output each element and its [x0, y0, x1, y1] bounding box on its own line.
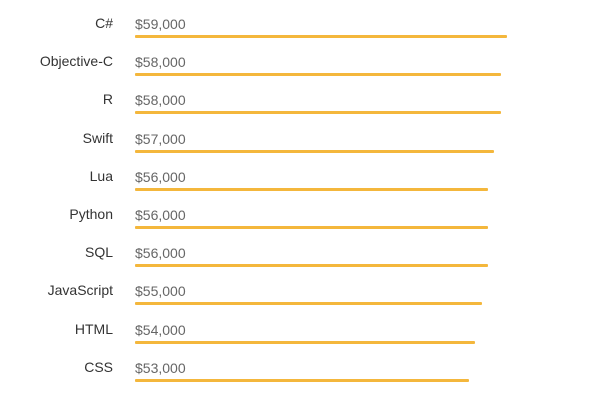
- bar-row: Lua $56,000: [0, 161, 596, 199]
- category-label: CSS: [84, 358, 113, 375]
- category-label: JavaScript: [47, 282, 113, 299]
- category-label: Lua: [89, 167, 113, 184]
- bar: [135, 73, 501, 77]
- value-label: $59,000: [135, 16, 186, 32]
- category-label: R: [102, 91, 113, 108]
- bar: [135, 187, 489, 191]
- bar-row: HTML $54,000: [0, 314, 596, 352]
- bar: [135, 149, 495, 153]
- category-label: HTML: [74, 320, 113, 337]
- bar: [135, 302, 482, 306]
- bar: [135, 111, 501, 115]
- bar-row: SQL $56,000: [0, 237, 596, 275]
- bar: [135, 340, 476, 344]
- value-label: $54,000: [135, 321, 186, 338]
- bar-row: C# $59,000: [0, 8, 596, 46]
- bar-row: Swift $57,000: [0, 123, 596, 161]
- value-label: $58,000: [135, 92, 186, 109]
- value-label: $58,000: [135, 54, 186, 71]
- category-label: C#: [95, 15, 113, 31]
- value-label: $56,000: [135, 245, 186, 262]
- bar: [135, 264, 489, 268]
- bar: [135, 35, 507, 38]
- value-label: $56,000: [135, 168, 186, 185]
- category-label: Python: [69, 206, 113, 222]
- bar: [135, 226, 489, 229]
- value-label: $55,000: [135, 283, 186, 300]
- bar-row: JavaScript $55,000: [0, 275, 596, 313]
- category-label: Objective-C: [39, 53, 113, 70]
- value-label: $53,000: [135, 359, 186, 376]
- bar-row: Python $56,000: [0, 199, 596, 237]
- value-label: $57,000: [135, 130, 186, 147]
- bar-row: CSS $53,000: [0, 352, 596, 390]
- category-label: Swift: [82, 129, 113, 146]
- bar-row: R $58,000: [0, 84, 596, 122]
- bar-row: Objective-C $58,000: [0, 46, 596, 84]
- bar: [135, 378, 470, 382]
- category-label: SQL: [84, 244, 113, 261]
- value-label: $56,000: [135, 207, 186, 223]
